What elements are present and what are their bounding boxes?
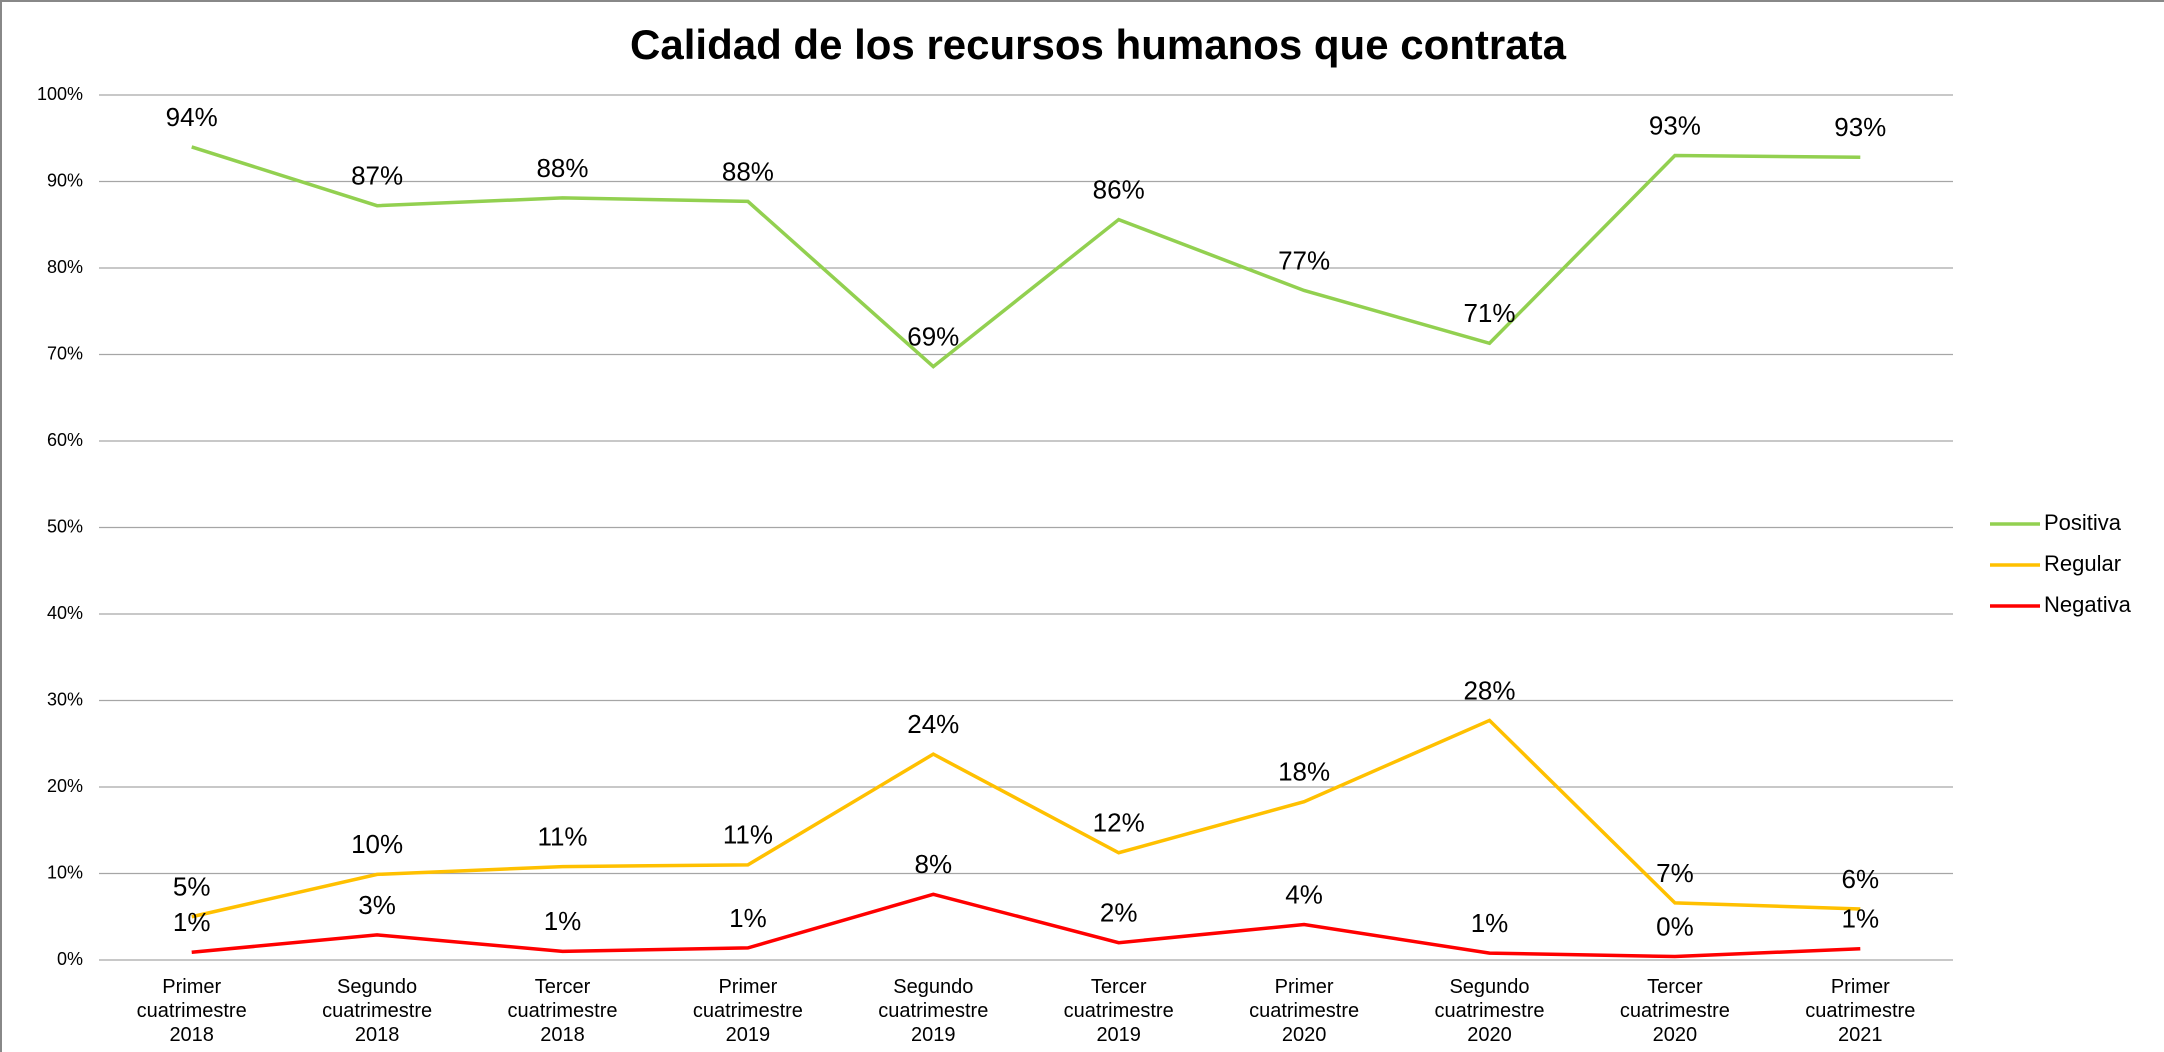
data-label: 1% <box>1842 904 1880 934</box>
data-label: 93% <box>1834 112 1886 142</box>
x-tick-label: Segundo cuatrimestre 2018 <box>322 976 432 1046</box>
data-label: 88% <box>722 156 774 186</box>
x-tick-label: Primer cuatrimestre 2020 <box>1249 976 1359 1046</box>
x-tick-label: Tercer cuatrimestre 2019 <box>1064 976 1174 1046</box>
data-label: 24% <box>907 709 959 739</box>
legend-label: Regular <box>2044 551 2121 576</box>
y-tick-label: 80% <box>47 257 83 277</box>
data-label: 87% <box>351 161 403 191</box>
data-label: 1% <box>1471 908 1509 938</box>
data-label: 12% <box>1093 808 1145 838</box>
x-tick-label: Tercer cuatrimestre 2018 <box>507 976 617 1046</box>
data-label: 86% <box>1093 174 1145 204</box>
y-tick-label: 100% <box>37 84 83 104</box>
data-label: 0% <box>1656 911 1694 941</box>
data-label: 71% <box>1463 298 1515 328</box>
data-label: 94% <box>166 102 218 132</box>
x-tick-label: Primer cuatrimestre 2019 <box>693 976 803 1046</box>
data-label: 6% <box>1842 864 1880 894</box>
y-tick-label: 10% <box>47 862 83 882</box>
data-label: 3% <box>358 890 396 920</box>
data-label: 28% <box>1463 675 1515 705</box>
legend-label: Negativa <box>2044 592 2132 617</box>
chart-title: Calidad de los recursos humanos que cont… <box>630 21 1567 68</box>
y-tick-label: 50% <box>47 516 83 536</box>
data-label: 1% <box>173 907 211 937</box>
legend-label: Positiva <box>2044 510 2122 535</box>
x-tick-label: Primer cuatrimestre 2021 <box>1805 976 1915 1046</box>
data-label: 1% <box>544 906 582 936</box>
y-tick-label: 70% <box>47 343 83 363</box>
series-line <box>191 718 1861 919</box>
data-label: 93% <box>1649 110 1701 140</box>
series-line <box>191 145 1861 369</box>
y-tick-label: 60% <box>47 430 83 450</box>
data-label: 11% <box>723 820 773 850</box>
x-tick-label: Segundo cuatrimestre 2020 <box>1434 976 1544 1046</box>
x-tick-label: Segundo cuatrimestre 2019 <box>878 976 988 1046</box>
data-label: 77% <box>1278 245 1330 275</box>
x-tick-label: Primer cuatrimestre 2018 <box>137 976 247 1046</box>
data-label: 18% <box>1278 757 1330 787</box>
data-label: 69% <box>907 321 959 351</box>
data-label: 7% <box>1656 858 1694 888</box>
data-label: 5% <box>173 872 211 902</box>
data-label: 88% <box>536 153 588 183</box>
data-label: 11% <box>537 821 587 851</box>
y-tick-label: 30% <box>47 689 83 709</box>
y-tick-label: 90% <box>47 170 83 190</box>
x-tick-label: Tercer cuatrimestre 2020 <box>1620 976 1730 1046</box>
y-tick-label: 20% <box>47 776 83 796</box>
data-label: 8% <box>915 849 953 879</box>
data-label: 4% <box>1285 879 1323 909</box>
data-label: 10% <box>351 829 403 859</box>
data-label: 1% <box>729 903 767 933</box>
series-line <box>191 892 1861 959</box>
y-tick-label: 40% <box>47 603 83 623</box>
data-label: 2% <box>1100 898 1138 928</box>
y-tick-label: 0% <box>57 949 83 969</box>
